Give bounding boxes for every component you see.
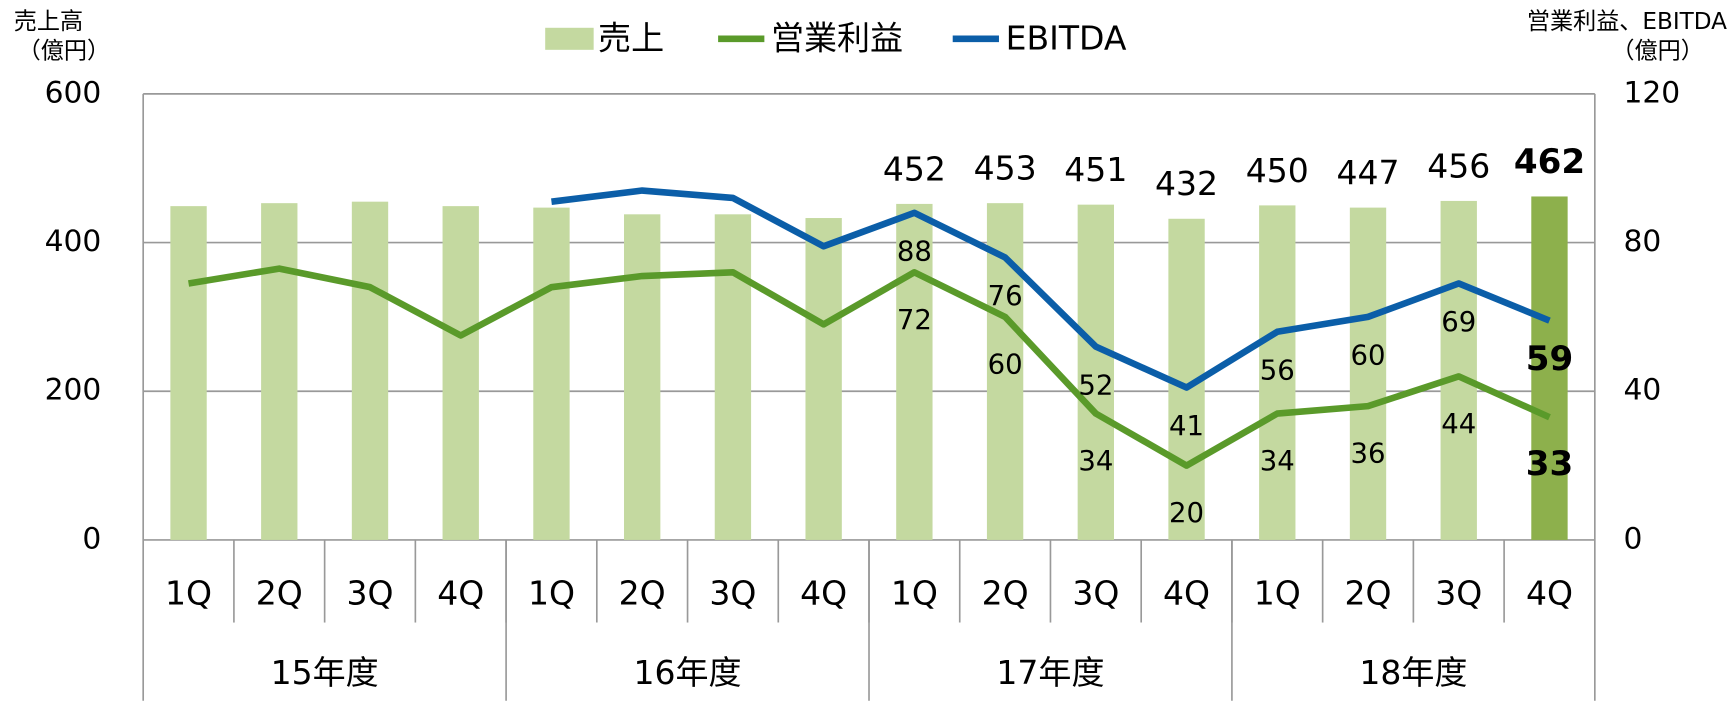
line-value-label: 88 <box>897 235 932 267</box>
line-value-label: 52 <box>1078 369 1113 401</box>
line-value-label: 20 <box>1169 497 1204 529</box>
line-value-label: 72 <box>897 304 932 336</box>
bar <box>1440 200 1477 540</box>
legend-label: 営業利益 <box>771 18 903 57</box>
legend-swatch <box>545 27 594 50</box>
x-tick-label: 4Q <box>437 574 484 613</box>
bar <box>624 214 661 540</box>
bar <box>1531 196 1568 540</box>
y2-tick-label: 120 <box>1623 75 1680 110</box>
y-tick-label: 200 <box>45 373 102 408</box>
group-label: 17年度 <box>996 653 1104 692</box>
bar-value-label: 462 <box>1514 142 1585 182</box>
y-axis-label: （億円） <box>18 39 110 65</box>
x-tick-label: 4Q <box>800 574 847 613</box>
y2-axis-label: 営業利益、EBITDA <box>1527 9 1727 35</box>
x-tick-label: 3Q <box>1072 574 1119 613</box>
line-value-label: 41 <box>1169 410 1204 442</box>
bar <box>896 203 933 540</box>
line-value-label: 69 <box>1441 306 1476 338</box>
x-tick-label: 2Q <box>1345 574 1392 613</box>
bar-value-label: 432 <box>1155 164 1218 203</box>
line-value-label: 44 <box>1441 408 1476 440</box>
y-tick-label: 0 <box>82 521 101 556</box>
bar <box>1259 205 1296 540</box>
line-value-label: 60 <box>988 348 1023 380</box>
line <box>551 187 1551 391</box>
y-tick-label: 600 <box>45 75 102 110</box>
y2-tick-label: 0 <box>1623 521 1642 556</box>
line <box>188 265 1551 469</box>
x-tick-label: 1Q <box>528 574 575 613</box>
bar <box>1349 207 1387 540</box>
bar-value-label: 453 <box>974 149 1037 188</box>
bar <box>805 218 842 540</box>
bar <box>170 206 207 540</box>
group-label: 15年度 <box>271 653 379 692</box>
y-axis-label: 売上高 <box>14 9 83 35</box>
line-value-label: 34 <box>1078 445 1113 477</box>
bar-value-label: 447 <box>1336 153 1399 192</box>
bar <box>1077 204 1115 540</box>
x-tick-label: 2Q <box>619 574 666 613</box>
y2-tick-label: 80 <box>1623 224 1661 259</box>
bar <box>714 214 752 540</box>
bar-value-label: 456 <box>1427 146 1490 185</box>
line-value-label: 34 <box>1260 445 1295 477</box>
bar <box>442 206 479 540</box>
x-tick-label: 2Q <box>982 574 1029 613</box>
group-label: 16年度 <box>634 653 742 692</box>
bar-value-label: 452 <box>883 149 946 188</box>
bar <box>351 201 389 540</box>
x-tick-label: 4Q <box>1526 574 1573 613</box>
legend-label: 売上 <box>598 18 664 57</box>
line-value-label: 76 <box>988 280 1023 312</box>
x-tick-label: 1Q <box>165 574 212 613</box>
bar-value-label: 450 <box>1246 151 1309 190</box>
x-tick-label: 4Q <box>1163 574 1210 613</box>
line-value-label: 56 <box>1260 354 1295 386</box>
y2-axis-label: （億円） <box>1611 39 1703 65</box>
x-tick-label: 3Q <box>709 574 756 613</box>
line-value-label: 36 <box>1351 438 1386 470</box>
line-value-label: 59 <box>1526 339 1574 379</box>
bar <box>533 207 570 540</box>
group-label: 18年度 <box>1359 653 1467 692</box>
x-tick-label: 3Q <box>1435 574 1482 613</box>
x-tick-label: 2Q <box>256 574 303 613</box>
bar-value-label: 451 <box>1064 150 1127 189</box>
y-tick-label: 400 <box>45 224 102 259</box>
x-tick-label: 1Q <box>1254 574 1301 613</box>
line-value-label: 60 <box>1351 340 1386 372</box>
x-tick-label: 1Q <box>891 574 938 613</box>
bar <box>261 203 298 540</box>
y2-tick-label: 40 <box>1623 373 1661 408</box>
x-tick-label: 3Q <box>346 574 393 613</box>
legend-label: EBITDA <box>1006 18 1127 57</box>
line-value-label: 33 <box>1526 444 1574 484</box>
